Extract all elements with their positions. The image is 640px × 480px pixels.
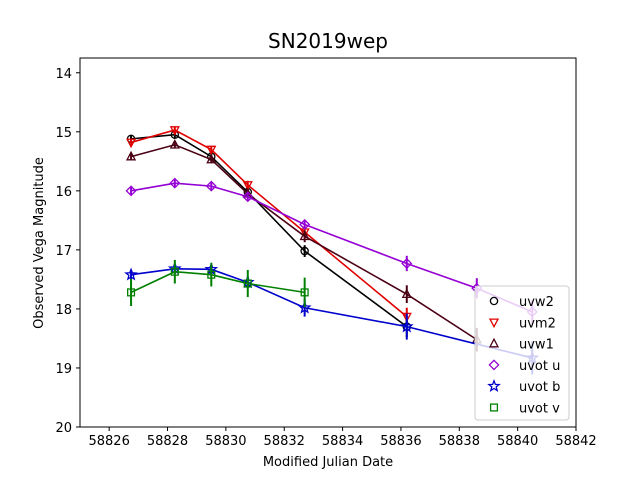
data-point	[124, 267, 138, 281]
x-tick-label: 58834	[322, 434, 363, 449]
x-axis: 58826 58828 58830 58832 58834 58836 58838 58840…	[88, 427, 597, 449]
legend-marker	[489, 403, 499, 412]
y-axis: 14 15 16 17 18 19 20	[55, 67, 80, 436]
series-line	[130, 267, 533, 359]
x-tick-label: 58830	[205, 434, 246, 449]
legend: uvw2 uvm2 uvw1 uvot u uvot b uvot v	[474, 285, 570, 421]
x-tick-label: 58836	[380, 434, 421, 449]
y-tick-label: 16	[55, 185, 72, 200]
data-point	[207, 270, 216, 279]
x-tick-label: 58842	[555, 434, 596, 449]
y-tick-label: 18	[55, 303, 72, 318]
y-tick-label: 19	[55, 362, 72, 377]
y-tick-label: 20	[55, 421, 72, 436]
y-tick-label: 15	[55, 126, 72, 141]
legend-marker	[488, 318, 500, 329]
data-point	[169, 177, 181, 189]
data-point	[125, 185, 137, 197]
plot-frame	[79, 57, 577, 428]
data-point	[242, 191, 254, 203]
legend-entry: uvw1	[519, 338, 554, 353]
data-point	[206, 153, 217, 164]
x-tick-label: 58838	[439, 434, 480, 449]
series-uvot-v	[127, 259, 309, 308]
x-axis-label: Modified Julian Date	[263, 455, 393, 470]
data-point	[205, 180, 217, 192]
data-point	[125, 150, 137, 161]
data-point	[401, 288, 412, 299]
y-tick-label: 17	[55, 244, 72, 259]
series-line	[130, 270, 305, 294]
legend-entry: uvm2	[519, 316, 556, 331]
data-point	[297, 300, 312, 314]
data-point	[300, 246, 309, 256]
data-point	[127, 288, 136, 297]
x-tick-label: 58828	[147, 434, 188, 449]
legend-marker	[488, 337, 500, 348]
data-point	[206, 145, 217, 156]
y-axis-label: Observed Vega Magnitude	[32, 157, 47, 329]
data-point	[243, 279, 252, 288]
x-tick-label: 58826	[88, 434, 129, 449]
data-point	[300, 288, 309, 297]
series-line	[130, 182, 533, 313]
legend-entry: uvot v	[519, 402, 560, 417]
legend-entry: uvot u	[519, 359, 560, 374]
data-point	[299, 230, 310, 241]
chart-title: SN2019wep	[268, 29, 388, 53]
legend-entry: uvw2	[519, 295, 554, 310]
data-point	[399, 319, 414, 333]
series-line	[130, 129, 408, 318]
legend-entry: uvot b	[519, 380, 560, 395]
legend-marker	[488, 359, 500, 371]
data-point	[401, 312, 412, 323]
data-point	[125, 138, 137, 149]
series-uvm2	[125, 126, 412, 326]
data-point	[401, 257, 413, 269]
data-point	[169, 138, 180, 149]
y-tick-label: 14	[55, 67, 72, 82]
x-tick-label: 58832	[264, 434, 305, 449]
data-point	[170, 267, 179, 276]
legend-marker	[487, 378, 501, 393]
x-tick-label: 58840	[497, 434, 538, 449]
data-point	[242, 181, 253, 191]
legend-marker	[489, 296, 499, 306]
data-point	[169, 126, 180, 136]
data-point	[299, 218, 311, 231]
series-line	[130, 133, 408, 328]
series-uvw2	[126, 130, 412, 338]
